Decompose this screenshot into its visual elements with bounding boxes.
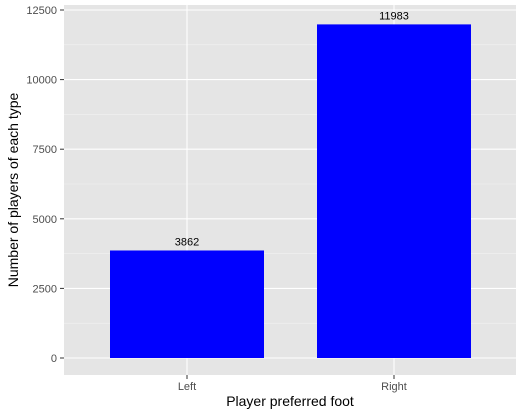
x-tick-label: Right	[381, 381, 407, 393]
x-axis-title: Player preferred foot	[226, 393, 354, 409]
data-label-left: 3862	[175, 236, 199, 248]
y-tick-label: 10000	[26, 75, 57, 87]
x-tick-label: Left	[178, 381, 196, 393]
y-tick-label: 5000	[33, 214, 57, 226]
bars	[110, 24, 471, 358]
y-tick-label: 0	[51, 353, 57, 365]
data-labels: 3862 11983	[175, 10, 409, 248]
y-tick-label: 12500	[26, 5, 57, 17]
y-axis: 0 2500 5000 7500 10000 12500	[26, 5, 64, 365]
y-tick-label: 2500	[33, 283, 57, 295]
bar-left	[110, 250, 264, 358]
y-tick-label: 7500	[33, 144, 57, 156]
bar-right	[317, 24, 471, 358]
x-axis: Left Right	[178, 375, 407, 393]
data-label-right: 11983	[379, 10, 409, 22]
y-axis-title: Number of players of each type	[5, 93, 21, 288]
